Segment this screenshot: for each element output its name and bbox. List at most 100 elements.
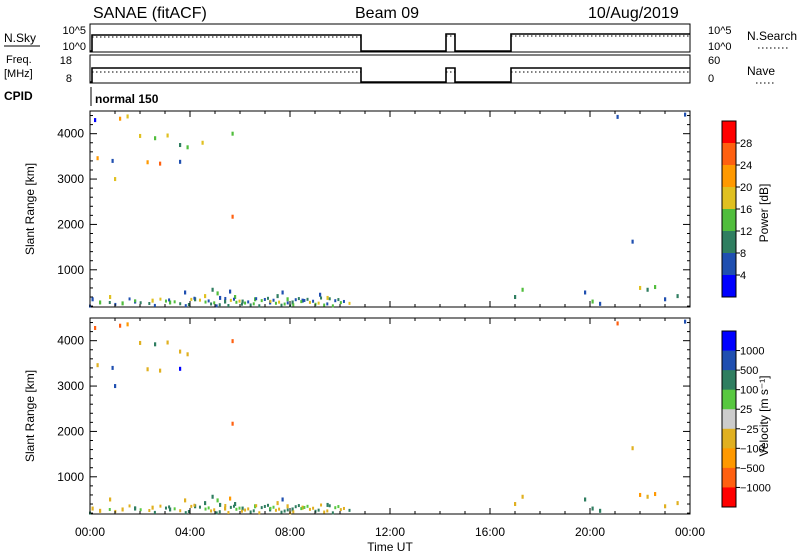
colorbar-frame bbox=[721, 330, 737, 508]
ground-scatter-point bbox=[139, 301, 142, 305]
data-point bbox=[231, 131, 234, 136]
ground-scatter-point bbox=[320, 296, 323, 300]
ground-scatter-point bbox=[280, 303, 283, 307]
data-point bbox=[514, 295, 517, 300]
freq-trace bbox=[90, 67, 690, 83]
data-point bbox=[646, 287, 649, 292]
ground-scatter-point bbox=[331, 304, 334, 308]
ground-scatter-point bbox=[244, 508, 247, 512]
nsky-tick-top: 10^5 bbox=[62, 25, 86, 37]
data-point bbox=[151, 298, 154, 303]
freq-label-line1: Freq. bbox=[6, 54, 32, 66]
ground-scatter-point bbox=[148, 302, 151, 306]
ytick-label: 4000 bbox=[57, 127, 84, 141]
ground-scatter-point bbox=[190, 297, 193, 301]
ground-scatter-point bbox=[238, 506, 241, 510]
data-point bbox=[204, 294, 207, 299]
ground-scatter-point bbox=[303, 298, 306, 302]
nsky-panel-frame bbox=[89, 23, 691, 53]
velocity-yticks: 1000 2000 3000 4000 bbox=[57, 322, 690, 514]
data-point bbox=[179, 159, 182, 164]
ground-scatter-point bbox=[317, 301, 320, 305]
ground-scatter-point bbox=[328, 504, 331, 508]
nsearch-trace bbox=[92, 35, 690, 38]
data-point bbox=[216, 498, 219, 503]
data-point bbox=[584, 290, 587, 295]
ground-scatter-point bbox=[292, 510, 295, 514]
nsky-label: N.Sky bbox=[4, 31, 36, 45]
ground-scatter-point bbox=[153, 510, 156, 514]
ground-scatter-point bbox=[326, 302, 329, 306]
colorbar-tick-label: −100 bbox=[740, 443, 765, 455]
colorbar-tick-label: −1000 bbox=[740, 482, 771, 494]
data-point bbox=[281, 497, 284, 502]
data-point bbox=[211, 287, 214, 292]
colorbar-swatch bbox=[722, 275, 736, 298]
ground-scatter-point bbox=[232, 297, 235, 301]
data-point bbox=[631, 239, 634, 244]
power-colorbar-label: Power [dB] bbox=[757, 184, 771, 243]
data-point bbox=[241, 299, 244, 304]
ground-scatter-point bbox=[286, 508, 289, 512]
colorbar-swatch bbox=[722, 187, 736, 210]
ground-scatter-point bbox=[238, 299, 241, 303]
ground-scatter-point bbox=[252, 302, 255, 306]
ground-scatter-point bbox=[278, 300, 281, 304]
data-point bbox=[216, 291, 219, 296]
data-point bbox=[286, 297, 289, 302]
data-point bbox=[154, 342, 157, 347]
ground-scatter-point bbox=[215, 511, 218, 515]
data-point bbox=[231, 421, 234, 426]
ground-scatter-point bbox=[258, 511, 261, 515]
ground-scatter-point bbox=[207, 299, 210, 303]
data-point bbox=[319, 292, 322, 297]
power-colorbar: 4 8 12 16 20 24 28 bbox=[721, 120, 752, 298]
ground-scatter-point bbox=[283, 302, 286, 306]
data-point bbox=[231, 339, 234, 344]
data-point bbox=[139, 133, 142, 138]
ground-scatter-point bbox=[348, 301, 351, 305]
ground-scatter-point bbox=[258, 304, 261, 308]
ground-scatter-point bbox=[266, 296, 269, 300]
data-point bbox=[654, 492, 657, 497]
velocity-points bbox=[89, 319, 687, 515]
cpid-label: CPID bbox=[4, 89, 33, 103]
ground-scatter-point bbox=[164, 299, 167, 303]
ground-scatter-point bbox=[193, 503, 196, 507]
data-point bbox=[291, 300, 294, 305]
time-axis-ticks: 00:00 04:00 08:00 12:00 16:00 20:00 00:00 bbox=[75, 111, 705, 539]
ground-scatter-point bbox=[312, 299, 315, 303]
ground-scatter-point bbox=[328, 297, 331, 301]
nave-tick-bottom: 0 bbox=[708, 73, 714, 85]
data-point bbox=[664, 297, 667, 302]
nsky-trace bbox=[90, 33, 690, 52]
colorbar-swatch bbox=[722, 389, 736, 410]
colorbar-swatch bbox=[722, 370, 736, 391]
colorbar-tick-label: 25 bbox=[740, 404, 752, 416]
data-point bbox=[301, 505, 304, 510]
ground-scatter-point bbox=[235, 507, 238, 511]
data-point bbox=[186, 352, 189, 357]
data-point bbox=[126, 114, 129, 119]
power-ylabel: Slant Range [km] bbox=[23, 163, 37, 255]
ground-scatter-point bbox=[215, 304, 218, 308]
data-point bbox=[111, 158, 114, 163]
data-point bbox=[99, 508, 102, 513]
ground-scatter-point bbox=[278, 507, 281, 511]
data-point bbox=[684, 112, 687, 117]
data-point bbox=[94, 325, 97, 330]
colorbar-swatch bbox=[722, 448, 736, 469]
data-point bbox=[234, 295, 237, 300]
ground-scatter-point bbox=[260, 506, 263, 510]
data-point bbox=[231, 214, 234, 219]
data-point bbox=[154, 136, 157, 141]
station-title: SANAE (fitACF) bbox=[93, 5, 207, 22]
ground-scatter-point bbox=[207, 506, 210, 510]
data-point bbox=[286, 504, 289, 509]
colorbar-tick-label: 12 bbox=[740, 226, 752, 238]
ground-scatter-point bbox=[249, 303, 252, 307]
ground-scatter-point bbox=[240, 509, 243, 513]
ground-scatter-point bbox=[323, 510, 326, 514]
colorbar-swatch bbox=[722, 428, 736, 449]
ground-scatter-point bbox=[294, 298, 297, 302]
